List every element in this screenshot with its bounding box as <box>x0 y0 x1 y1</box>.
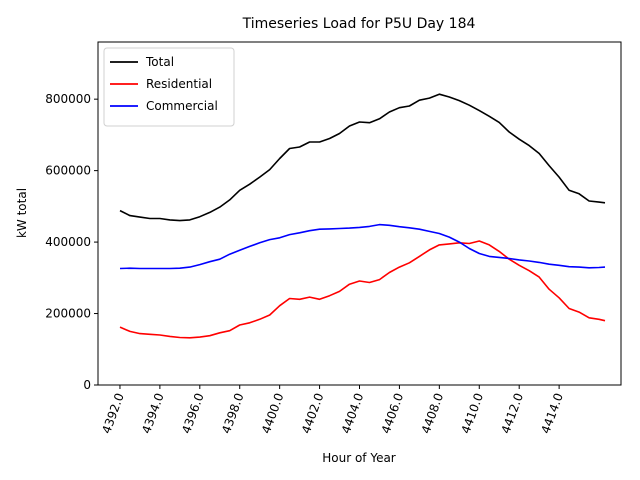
series-line-residential <box>119 240 606 339</box>
y-tick-label-3: 600000 <box>45 164 91 178</box>
y-tick-label-0: 0 <box>83 378 91 392</box>
series-line-total <box>119 93 606 222</box>
legend: Total Residential Commercial <box>103 47 235 127</box>
x-axis-label: Hour of Year <box>322 451 396 465</box>
series-layer <box>119 93 606 339</box>
chart-title: Timeseries Load for P5U Day 184 <box>242 16 476 32</box>
y-tick-label-1: 200000 <box>45 307 91 321</box>
plot-area: 4392.0 4394.0 4396.0 4398.0 4400.0 4402.0 4404… <box>45 41 622 435</box>
y-tick-label-4: 800000 <box>45 92 91 106</box>
legend-label-commercial: Commercial <box>146 99 218 113</box>
y-axis-label: kW total <box>15 188 29 238</box>
legend-label-residential: Residential <box>146 77 212 91</box>
legend-label-total: Total <box>145 55 174 69</box>
series-line-commercial <box>119 223 606 270</box>
y-tick-label-2: 400000 <box>45 235 91 249</box>
y-axis: 0 200000 400000 600000 800000 <box>45 92 98 392</box>
